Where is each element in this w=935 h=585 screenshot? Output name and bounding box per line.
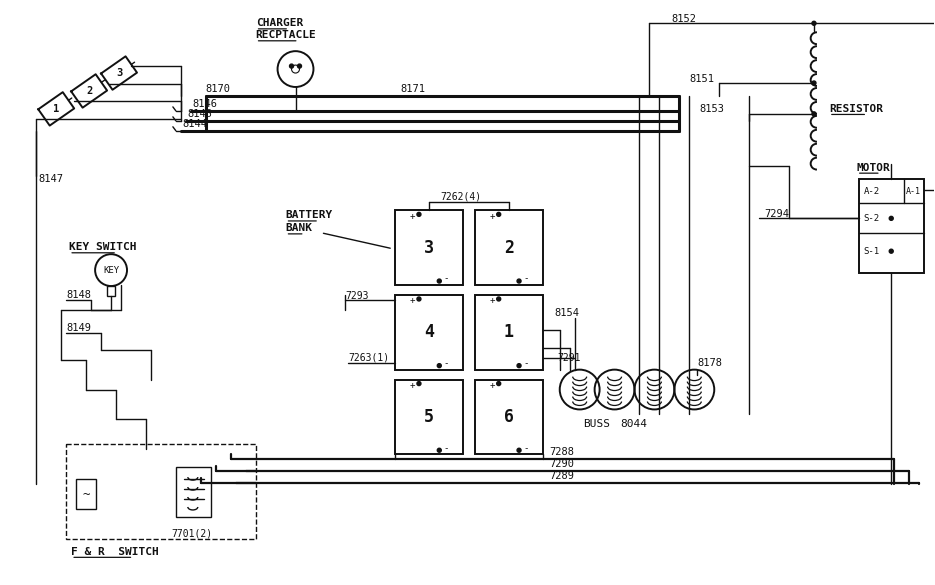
Text: KEY: KEY (103, 266, 119, 274)
Bar (475, 380, 543, 454)
Text: -: - (443, 444, 449, 453)
Text: S-2: S-2 (864, 214, 880, 223)
Circle shape (438, 448, 441, 452)
Circle shape (496, 381, 501, 386)
Text: +: + (489, 381, 495, 390)
Text: 8178: 8178 (698, 357, 723, 367)
Text: 8151: 8151 (689, 74, 714, 84)
Bar (66, 444, 255, 539)
Text: 3: 3 (424, 239, 434, 257)
Text: A-2: A-2 (864, 187, 880, 196)
Circle shape (417, 297, 421, 301)
Circle shape (417, 381, 421, 386)
Text: MOTOR: MOTOR (856, 163, 891, 173)
Text: +: + (489, 212, 495, 221)
Circle shape (417, 212, 421, 216)
Text: KEY SWITCH: KEY SWITCH (69, 242, 137, 252)
Bar (475, 295, 543, 370)
Text: 8149: 8149 (66, 323, 92, 333)
Bar (859, 178, 924, 273)
Circle shape (496, 297, 501, 301)
Text: 8153: 8153 (699, 104, 725, 114)
Bar (176, 467, 210, 517)
Text: BATTERY: BATTERY (285, 211, 333, 221)
Circle shape (297, 64, 301, 68)
Text: 8144: 8144 (183, 119, 208, 129)
Text: 8148: 8148 (66, 290, 92, 300)
Text: 8145: 8145 (188, 109, 213, 119)
Text: 5: 5 (424, 408, 434, 426)
Text: 7289: 7289 (550, 471, 575, 481)
Text: -: - (524, 274, 528, 284)
Text: 8171: 8171 (400, 84, 425, 94)
Bar (396, 211, 463, 285)
Bar (396, 295, 463, 370)
Bar (108, 286, 115, 296)
Text: 7288: 7288 (550, 448, 575, 457)
Text: F & R  SWITCH: F & R SWITCH (71, 547, 159, 557)
Circle shape (438, 364, 441, 367)
Circle shape (290, 64, 294, 68)
Circle shape (812, 81, 816, 85)
Text: 8147: 8147 (38, 174, 64, 184)
Text: 3: 3 (116, 68, 122, 78)
Text: CHARGER: CHARGER (255, 18, 303, 28)
Circle shape (517, 364, 521, 367)
Text: 4: 4 (424, 324, 434, 341)
Text: 7291: 7291 (558, 353, 582, 363)
Bar (396, 380, 463, 454)
Text: -: - (443, 274, 449, 284)
Text: 1: 1 (504, 324, 514, 341)
Text: RECPTACLE: RECPTACLE (255, 30, 316, 40)
Text: BUSS: BUSS (583, 419, 610, 429)
Text: 2: 2 (86, 86, 93, 96)
Text: RESISTOR: RESISTOR (829, 104, 883, 114)
Circle shape (889, 216, 893, 221)
Text: +: + (489, 297, 495, 305)
Text: 7293: 7293 (345, 291, 369, 301)
Text: 7294: 7294 (764, 209, 789, 219)
Text: 8152: 8152 (671, 14, 697, 25)
Text: +: + (410, 381, 415, 390)
Text: 7263(1): 7263(1) (349, 353, 390, 363)
Text: BANK: BANK (285, 223, 312, 233)
Text: -: - (524, 359, 528, 368)
Circle shape (438, 279, 441, 283)
Text: 6: 6 (504, 408, 514, 426)
Circle shape (496, 212, 501, 216)
Text: 8044: 8044 (621, 419, 648, 429)
Text: +: + (410, 212, 415, 221)
Circle shape (812, 21, 816, 25)
Text: 7701(2): 7701(2) (171, 529, 212, 539)
Circle shape (812, 112, 816, 116)
Bar (475, 211, 543, 285)
Text: -: - (524, 444, 528, 453)
Text: ~: ~ (82, 487, 90, 501)
Bar (76, 479, 96, 509)
Circle shape (292, 65, 299, 73)
Text: 7290: 7290 (550, 459, 575, 469)
Text: +: + (410, 297, 415, 305)
Text: 2: 2 (504, 239, 514, 257)
Text: 8146: 8146 (193, 99, 218, 109)
Text: 8170: 8170 (206, 84, 231, 94)
Text: 1: 1 (53, 104, 59, 114)
Text: -: - (443, 359, 449, 368)
Circle shape (517, 279, 521, 283)
Text: A-1: A-1 (906, 187, 921, 196)
Text: 8154: 8154 (554, 308, 580, 318)
Circle shape (889, 249, 893, 253)
Circle shape (517, 448, 521, 452)
Text: S-1: S-1 (864, 247, 880, 256)
Text: 7262(4): 7262(4) (440, 191, 482, 201)
